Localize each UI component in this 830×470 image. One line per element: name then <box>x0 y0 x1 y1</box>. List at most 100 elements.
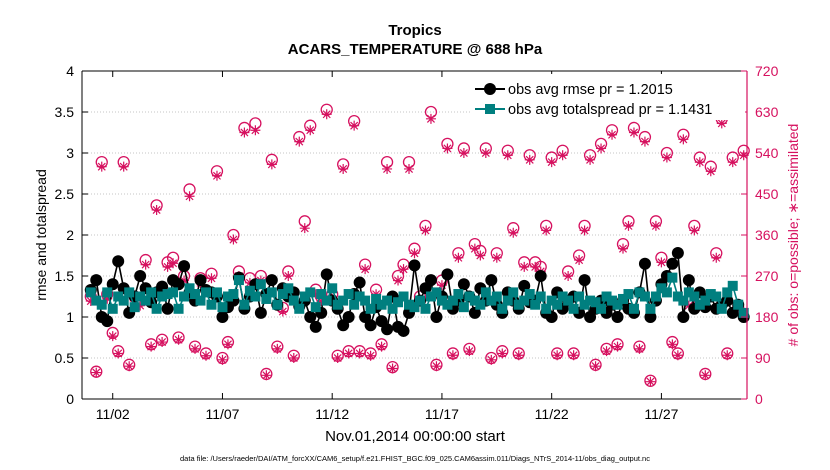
totalspread-point <box>376 299 387 310</box>
totalspread-point <box>360 295 371 306</box>
totalspread-point <box>211 287 222 298</box>
chart-title: Tropics <box>388 22 442 39</box>
obs-assimilated-marker <box>579 225 590 236</box>
y-tick-label: 3.5 <box>55 104 75 120</box>
totalspread-point <box>272 299 283 310</box>
totalspread-point <box>420 303 431 314</box>
rmse-point <box>353 276 366 289</box>
totalspread-point <box>102 287 113 298</box>
totalspread-point <box>650 291 661 302</box>
legend-rmse-label: obs avg rmse pr = 1.2015 <box>508 82 673 98</box>
y-tick-label: 1 <box>66 309 74 325</box>
totalspread-point <box>343 289 354 300</box>
obs-assimilated-marker <box>151 204 162 215</box>
totalspread-point <box>184 283 195 294</box>
obs-assimilated-marker <box>140 259 151 270</box>
obs-assimilated-marker <box>398 264 409 275</box>
obs-assimilated-marker <box>222 339 233 350</box>
rmse-point <box>161 302 174 315</box>
totalspread-point <box>705 289 716 300</box>
obs-assimilated-marker <box>299 223 310 234</box>
totalspread-point <box>107 303 118 314</box>
obs-assimilated-marker <box>497 348 508 359</box>
totalspread-point <box>201 287 212 298</box>
rmse-point <box>424 274 437 287</box>
rmse-point <box>194 274 207 287</box>
totalspread-point <box>738 307 749 318</box>
obs-assimilated-marker <box>261 370 272 381</box>
rmse-point <box>309 320 322 333</box>
totalspread-point <box>371 293 382 304</box>
rmse-point <box>534 270 547 282</box>
obs-assimilated-marker <box>102 293 113 304</box>
totalspread-point <box>140 295 151 306</box>
obs-assimilated-marker <box>332 353 343 363</box>
totalspread-point <box>694 299 705 310</box>
totalspread-point <box>530 299 541 310</box>
rmse-point <box>518 279 531 292</box>
totalspread-point <box>365 303 376 314</box>
obs-assimilated-marker <box>431 361 442 372</box>
totalspread-point <box>404 299 415 310</box>
rmse-point <box>644 311 657 323</box>
rmse-point <box>265 274 278 287</box>
totalspread-point <box>590 297 601 308</box>
obs-assimilated-marker <box>585 154 596 165</box>
totalspread-point <box>617 293 628 304</box>
totalspread-point <box>469 295 480 306</box>
totalspread-point <box>497 303 508 314</box>
obs-assimilated-marker <box>305 125 316 136</box>
obs-assimilated-marker <box>107 331 118 342</box>
totalspread-point <box>447 295 458 306</box>
obs-assimilated-marker <box>272 343 283 354</box>
y-axis-label: rmse and totalspread <box>33 169 49 301</box>
obs-assimilated-marker <box>321 109 332 120</box>
y2-tick-label: 360 <box>755 227 779 243</box>
totalspread-point <box>727 280 738 291</box>
obs-assimilated-marker <box>420 225 431 236</box>
y2-tick-label: 90 <box>755 350 771 366</box>
legend: obs avg rmse pr = 1.2015 obs avg totalspr… <box>471 74 745 120</box>
y-tick-label: 2 <box>66 227 74 243</box>
rmse-point <box>101 315 114 328</box>
obs-assimilated-marker <box>716 118 727 129</box>
obs-assimilated-marker <box>179 275 190 286</box>
obs-assimilated-marker <box>250 125 261 136</box>
obs-assimilated-marker <box>502 150 513 161</box>
obs-assimilated-marker <box>738 150 749 161</box>
data-file-footer: data file: /Users/raeder/DAI/ATM_forcXX/… <box>180 454 650 463</box>
rmse-point <box>172 278 185 291</box>
totalspread-point <box>596 303 607 314</box>
obs-assimilated-marker <box>590 361 601 372</box>
obs-assimilated-marker <box>360 264 371 275</box>
totalspread-point <box>190 289 201 300</box>
totalspread-point <box>135 291 146 302</box>
x-axis-label: Nov.01,2014 00:00:00 start <box>325 428 505 445</box>
obs-assimilated-marker <box>683 300 694 311</box>
totalspread-point <box>299 291 310 302</box>
totalspread-point <box>168 287 179 298</box>
totalspread-point <box>425 291 436 302</box>
obs-assimilated-marker <box>628 127 639 138</box>
totalspread-point <box>480 287 491 298</box>
obs-assimilated-marker <box>239 127 250 138</box>
totalspread-point <box>585 295 596 306</box>
y2-axis-label: # of obs: o=possible; ∗=assimilated <box>785 124 801 347</box>
y2-tick-label: 180 <box>755 309 779 325</box>
totalspread-point <box>146 287 157 298</box>
totalspread-point <box>623 289 634 300</box>
x-tick-label: 11/12 <box>315 406 349 422</box>
rmse-point <box>666 257 679 270</box>
x-tick-label: 11/07 <box>205 406 239 422</box>
y-tick-label: 1.5 <box>55 268 75 284</box>
obs-assimilated-marker <box>612 341 623 352</box>
rmse-point <box>611 311 624 323</box>
totalspread-point <box>162 289 173 300</box>
obs-assimilated-marker <box>607 129 618 140</box>
totalspread-point <box>228 289 239 300</box>
obs-assimilated-marker <box>173 334 184 345</box>
totalspread-point <box>113 291 124 302</box>
obs-assimilated-marker <box>343 348 354 359</box>
obs-assimilated-marker <box>519 261 530 272</box>
obs-assimilated-marker <box>480 148 491 158</box>
